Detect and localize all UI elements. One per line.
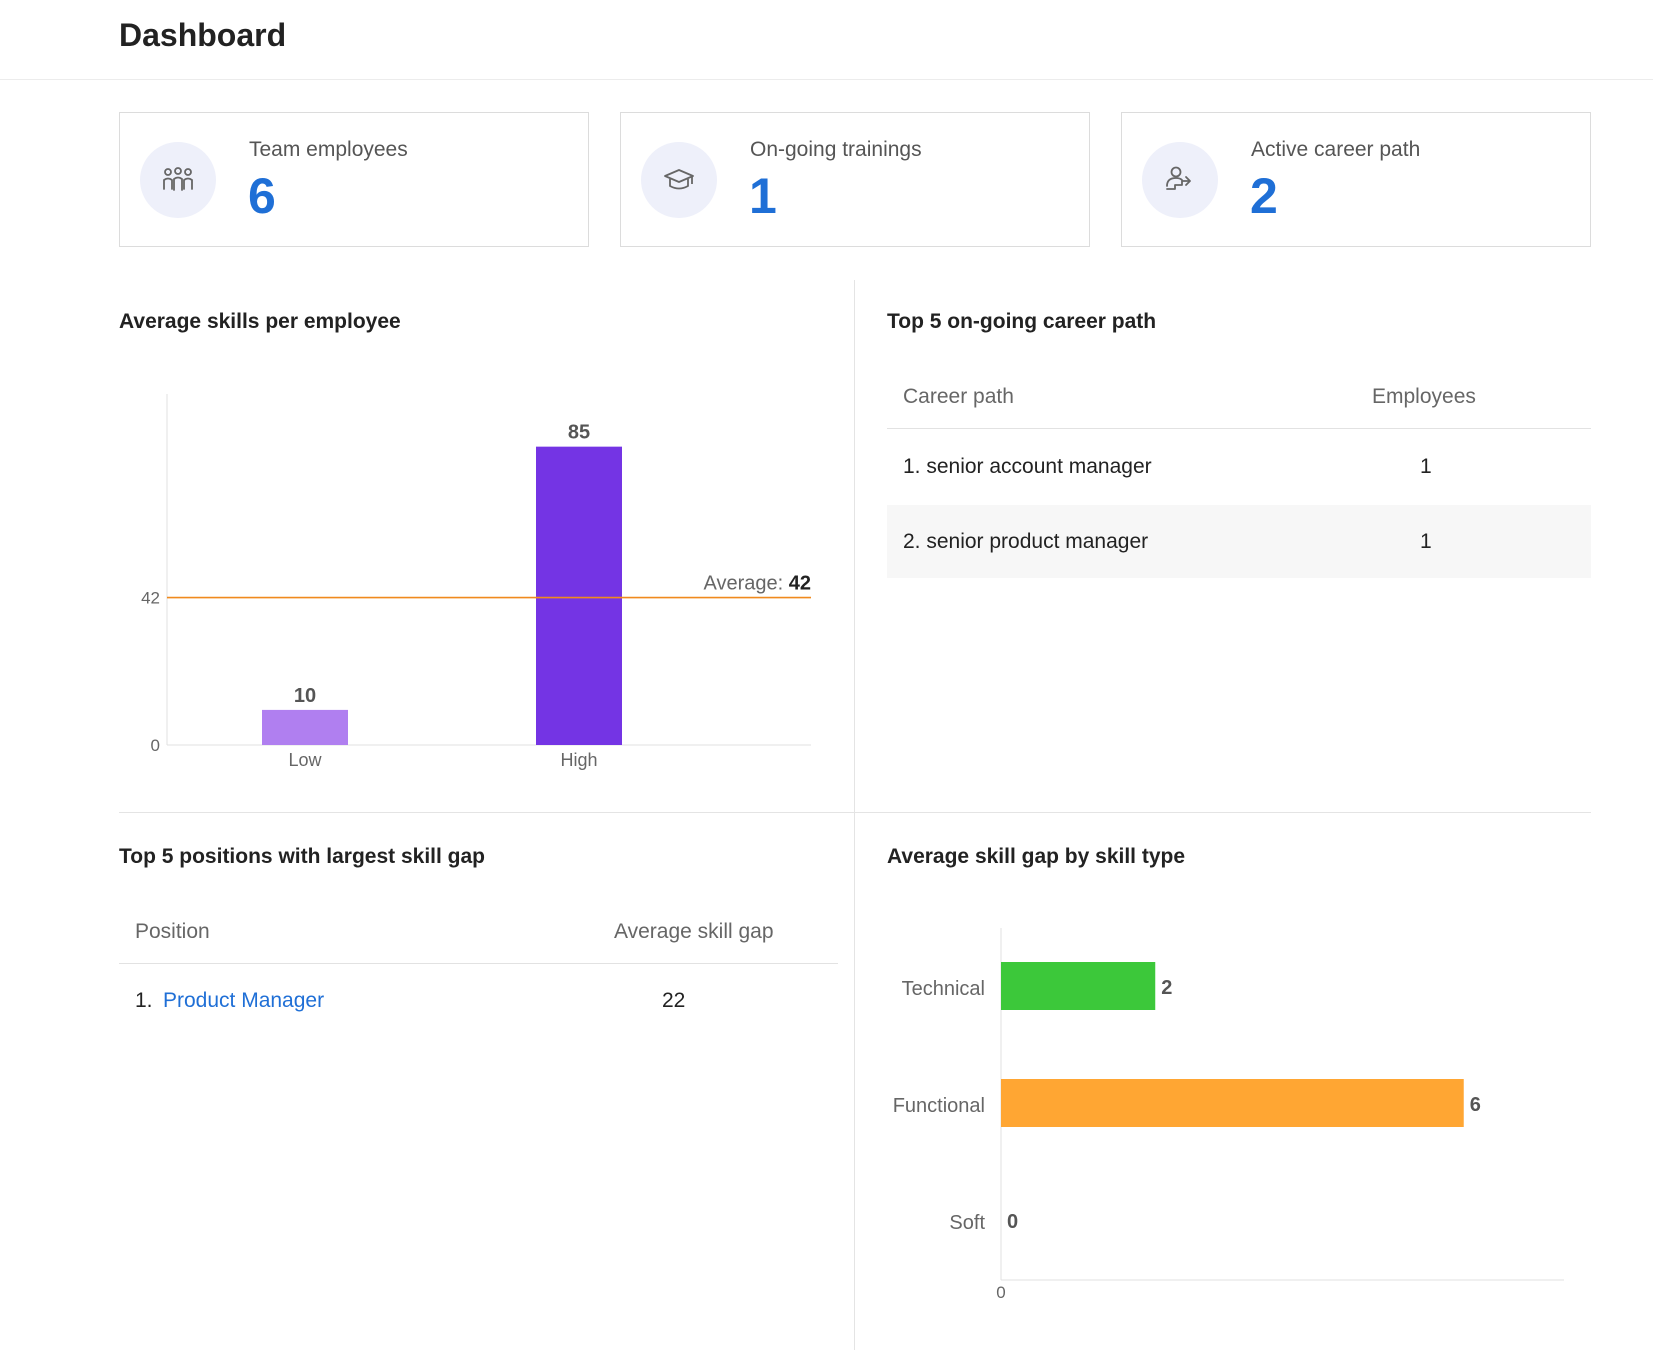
average-label-text: Average: bbox=[704, 573, 784, 595]
card-value: 6 bbox=[248, 168, 276, 224]
skills-chart: 0 42 10 85 Low High Average: 42 bbox=[141, 394, 812, 770]
row-index: 1. bbox=[135, 989, 153, 1012]
x-tick-label: 0 bbox=[996, 1283, 1005, 1302]
column-header-position: Position bbox=[135, 920, 210, 943]
category-label-technical: Technical bbox=[902, 978, 985, 1000]
career-path-employees: 1 bbox=[1420, 530, 1432, 553]
page-header: Dashboard bbox=[0, 0, 1653, 80]
x-tick-label: Low bbox=[288, 750, 322, 770]
card-value: 2 bbox=[1250, 168, 1278, 224]
ongoing-trainings-card[interactable]: On-going trainings 1 bbox=[620, 112, 1090, 247]
position-skill-gap: 22 bbox=[662, 989, 686, 1012]
bar-value-label: 6 bbox=[1470, 1094, 1481, 1116]
card-label: On-going trainings bbox=[750, 138, 922, 161]
column-header-employees: Employees bbox=[1372, 385, 1476, 408]
category-label-functional: Functional bbox=[893, 1095, 985, 1117]
average-label: Average: 42 bbox=[704, 573, 812, 595]
career-path-name: 2. senior product manager bbox=[903, 530, 1149, 553]
category-label-soft: Soft bbox=[949, 1212, 985, 1234]
bar-technical bbox=[1001, 962, 1156, 1010]
column-header-average-skill-gap: Average skill gap bbox=[614, 920, 774, 943]
bar-value-label: 85 bbox=[568, 422, 590, 444]
career-path-title: Top 5 on-going career path bbox=[887, 310, 1157, 333]
skill-gap-chart-title: Average skill gap by skill type bbox=[887, 845, 1186, 868]
horizontal-divider bbox=[119, 812, 1591, 813]
graduation-cap-icon bbox=[641, 142, 717, 218]
page-title: Dashboard bbox=[119, 17, 287, 53]
average-label-value: 42 bbox=[789, 573, 811, 595]
career-path-icon bbox=[1142, 142, 1218, 218]
bar-value-label: 10 bbox=[294, 685, 316, 707]
y-tick-label: 0 bbox=[151, 736, 160, 755]
career-path-employees: 1 bbox=[1420, 455, 1432, 478]
y-tick-label: 42 bbox=[141, 589, 160, 608]
career-path-name: 1. senior account manager bbox=[903, 455, 1152, 478]
active-career-path-card[interactable]: Active career path 2 bbox=[1121, 112, 1591, 247]
card-label: Team employees bbox=[249, 138, 408, 161]
team-icon bbox=[140, 142, 216, 218]
skill-gap-chart: 0 Technical Functional Soft 2 6 0 bbox=[893, 928, 1564, 1302]
table-header-rule bbox=[119, 963, 838, 964]
table-row[interactable]: 2. senior product manager 1 bbox=[887, 505, 1591, 578]
bar-functional bbox=[1001, 1079, 1464, 1127]
positions-title: Top 5 positions with largest skill gap bbox=[119, 845, 485, 868]
card-value: 1 bbox=[749, 168, 777, 224]
card-label: Active career path bbox=[1251, 138, 1421, 161]
bar-high bbox=[536, 446, 622, 745]
vertical-divider bbox=[854, 280, 855, 1350]
table-header-rule bbox=[887, 428, 1591, 429]
x-tick-label: High bbox=[560, 750, 597, 770]
bar-low bbox=[262, 709, 348, 745]
skills-chart-title: Average skills per employee bbox=[119, 310, 401, 333]
team-employees-card[interactable]: Team employees 6 bbox=[119, 112, 589, 247]
column-header-career-path: Career path bbox=[903, 385, 1014, 408]
bar-value-label: 0 bbox=[1007, 1211, 1018, 1233]
position-link[interactable]: Product Manager bbox=[163, 989, 325, 1012]
bar-value-label: 2 bbox=[1161, 977, 1172, 999]
